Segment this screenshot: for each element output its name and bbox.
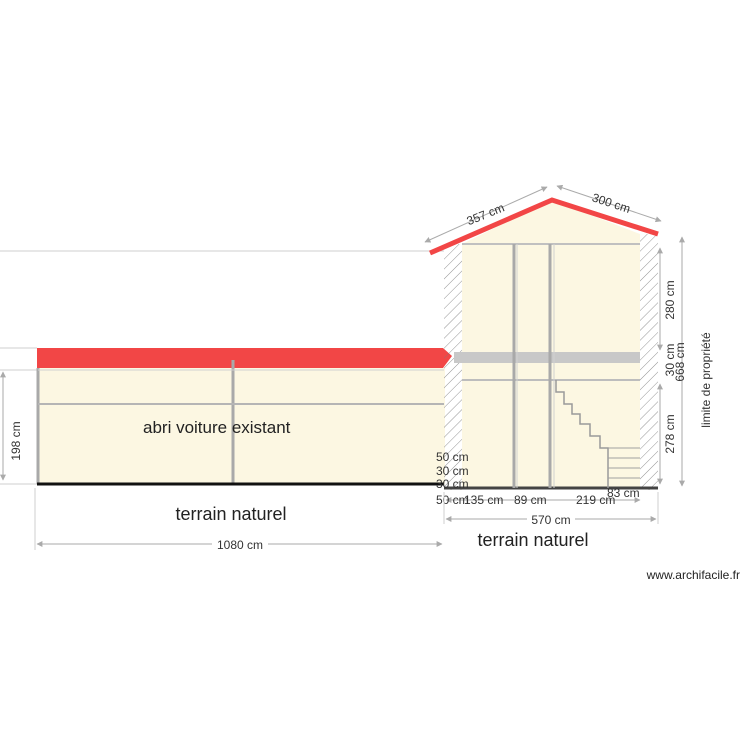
small-dim-30a: 30 cm: [436, 464, 469, 478]
segment-135-label: 135 cm: [464, 493, 503, 507]
house-width-label: 570 cm: [531, 513, 570, 527]
limit-label: limite de propriété: [699, 332, 713, 428]
floor-thickness-label: 30 cm: [663, 344, 677, 377]
roof-right-dim: [556, 184, 662, 223]
wall-left: [444, 244, 462, 490]
stair-step-label: 83 cm: [607, 486, 640, 500]
small-dim-30b: 30 cm: [436, 477, 469, 491]
wall-right: [640, 234, 658, 490]
carport-length-label: 1080 cm: [217, 538, 263, 552]
segment-89-label: 89 cm: [514, 493, 547, 507]
carport-label: abri voiture existant: [143, 418, 291, 437]
total-height-label: 668 cm: [673, 342, 687, 381]
staircase: [555, 380, 609, 488]
small-dim-50: 50 cm: [436, 450, 469, 464]
lower-height-label: 278 cm: [663, 414, 677, 453]
upper-height-label: 280 cm: [663, 280, 677, 319]
terrain-right-label: terrain naturel: [477, 530, 588, 550]
terrain-left-label: terrain naturel: [175, 504, 286, 524]
floor-slab: [454, 352, 640, 363]
watermark: www.archifacile.fr: [646, 568, 740, 582]
carport-height-label: 198 cm: [9, 421, 23, 460]
segment-219-label: 219 cm: [576, 493, 615, 507]
carport-fill: [37, 368, 445, 484]
roof-left-dim: [424, 186, 548, 243]
carport-roof: [37, 348, 452, 368]
